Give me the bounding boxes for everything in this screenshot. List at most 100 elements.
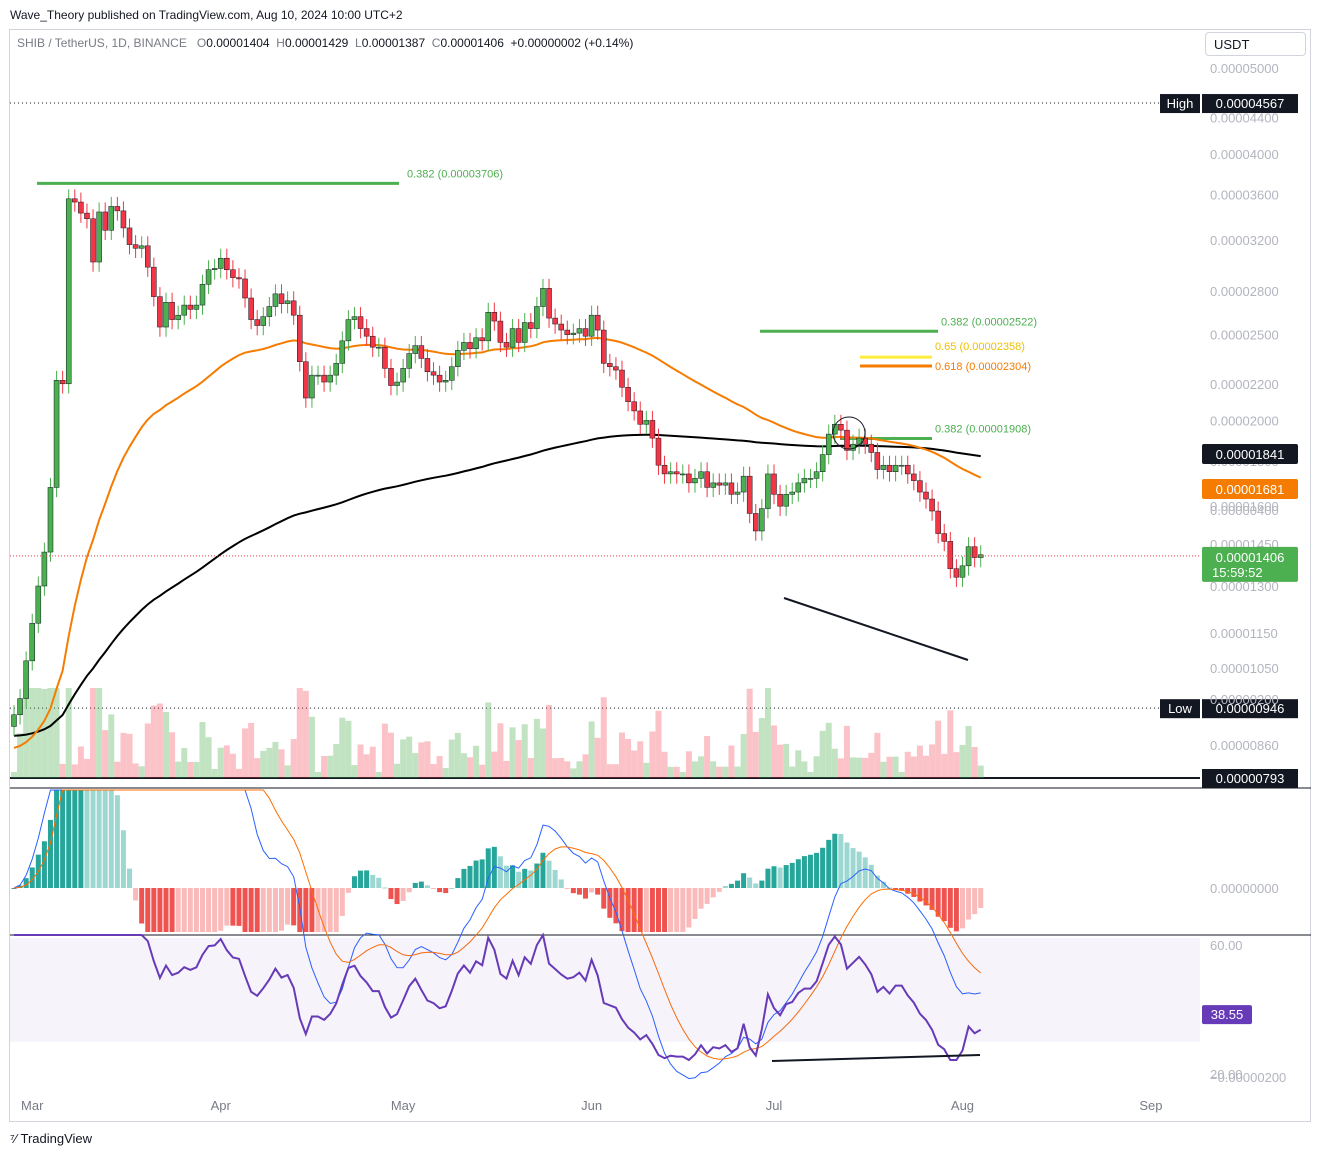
candle-body [65, 198, 72, 385]
macd-histogram-bar [747, 877, 753, 888]
candle-body [120, 210, 127, 229]
macd-histogram-bar [321, 888, 327, 932]
macd-histogram-bar [54, 790, 60, 888]
candle-body [473, 337, 479, 349]
hline-price-text: 0.00004567 [1216, 96, 1285, 111]
candle-body [959, 565, 966, 578]
candle-body [558, 323, 564, 331]
countdown-timer: 15:59:52 [1212, 565, 1263, 580]
volume-bar [546, 704, 553, 778]
macd-histogram-bar [503, 865, 509, 888]
price-tick-label: 0.00002000 [1210, 413, 1279, 428]
volume-bar [83, 758, 90, 778]
candle-body [594, 314, 601, 331]
volume-bar [819, 730, 826, 778]
volume-bar [296, 688, 303, 778]
volume-bar [977, 765, 984, 778]
volume-bar [473, 745, 480, 778]
candle-body [59, 380, 66, 385]
volume-bar [242, 728, 249, 778]
macd-histogram-bar [120, 830, 126, 888]
candle-body [205, 269, 212, 285]
macd-histogram-bar [838, 833, 844, 888]
volume-bar [339, 717, 346, 778]
candle-body [351, 316, 358, 320]
candle-body [844, 429, 850, 451]
macd-histogram-bar [351, 876, 357, 888]
rsi-trendline [771, 1054, 981, 1062]
macd-histogram-bar [199, 888, 205, 932]
price-tick-label: 0.00002200 [1210, 377, 1279, 392]
volume-bar [17, 733, 24, 778]
macd-histogram-bar [540, 852, 546, 888]
volume-bar [631, 750, 638, 778]
symbol-legend[interactable]: SHIB / TetherUS, 1D, BINANCE O0.00001404… [17, 36, 633, 50]
volume-bar [387, 732, 394, 778]
macd-histogram-bar [564, 888, 570, 889]
volume-bar [199, 722, 206, 778]
candle-body [345, 319, 352, 342]
macd-histogram-bar [917, 888, 923, 902]
macd-histogram-bar [516, 871, 522, 888]
macd-histogram-bar [455, 878, 461, 888]
candle-body [29, 622, 35, 662]
brand-name: TradingView [20, 1131, 93, 1146]
tradingview-logo[interactable]: ⁷⁄ TradingView [10, 1131, 92, 1146]
macd-histogram-bar [680, 888, 686, 932]
candle-body [230, 269, 236, 278]
macd-histogram-bar [47, 819, 53, 888]
volume-bar [916, 745, 923, 778]
macd-histogram-bar [78, 790, 84, 888]
macd-histogram-bar [607, 888, 613, 918]
macd-histogram-bar [619, 888, 625, 932]
volume-bar [406, 736, 413, 778]
volume-bar [278, 749, 285, 778]
volume-bar [758, 718, 765, 778]
rsi-line [14, 932, 982, 1062]
currency-button[interactable]: USDT [1205, 32, 1306, 56]
ema-price-tag [1202, 444, 1298, 464]
candle-body [363, 328, 370, 337]
candle-body [382, 346, 388, 369]
candle-body [187, 304, 194, 310]
volume-bar [211, 768, 218, 778]
candle-body [570, 332, 577, 335]
macd-histogram-bar [874, 875, 880, 888]
hline-label-bg [1160, 699, 1200, 719]
volume-bar [898, 772, 905, 778]
candle-body [126, 227, 133, 245]
hline-price-tag [1202, 94, 1298, 114]
candle-body [400, 368, 406, 383]
volume-bar [856, 757, 863, 778]
macd-histogram-bar [959, 888, 965, 929]
volume-bar [248, 722, 255, 778]
macd-histogram-bar [558, 879, 564, 888]
candle-body [497, 320, 504, 343]
symbol-name[interactable]: SHIB / TetherUS, 1D, BINANCE [17, 36, 187, 50]
open-value: 0.00001404 [206, 36, 270, 50]
volume-bar [35, 688, 42, 778]
macd-histogram-bar [753, 883, 759, 888]
volume-bar [649, 731, 656, 778]
chart-frame [9, 29, 1311, 1122]
volume-bar [527, 758, 534, 778]
candle-body [716, 482, 723, 486]
volume-bar [193, 761, 200, 778]
volume-bar [643, 762, 650, 778]
macd-histogram-bar [242, 888, 248, 932]
fib-level-label: 0.382 (0.00002522) [941, 316, 1037, 328]
volume-bar [862, 757, 869, 778]
macd-histogram-bar [461, 868, 467, 888]
fib-level-label: 0.618 (0.00002304) [935, 361, 1031, 373]
macd-histogram-bar [716, 888, 722, 892]
price-trendline [783, 597, 969, 661]
volume-bar [661, 751, 668, 778]
candle-body [41, 551, 48, 587]
candle-body [303, 361, 309, 399]
candle-body [789, 491, 795, 495]
volume-bar [181, 748, 188, 778]
macd-histogram-bar [801, 856, 807, 888]
candle-body [947, 541, 954, 569]
candle-body [138, 245, 145, 249]
